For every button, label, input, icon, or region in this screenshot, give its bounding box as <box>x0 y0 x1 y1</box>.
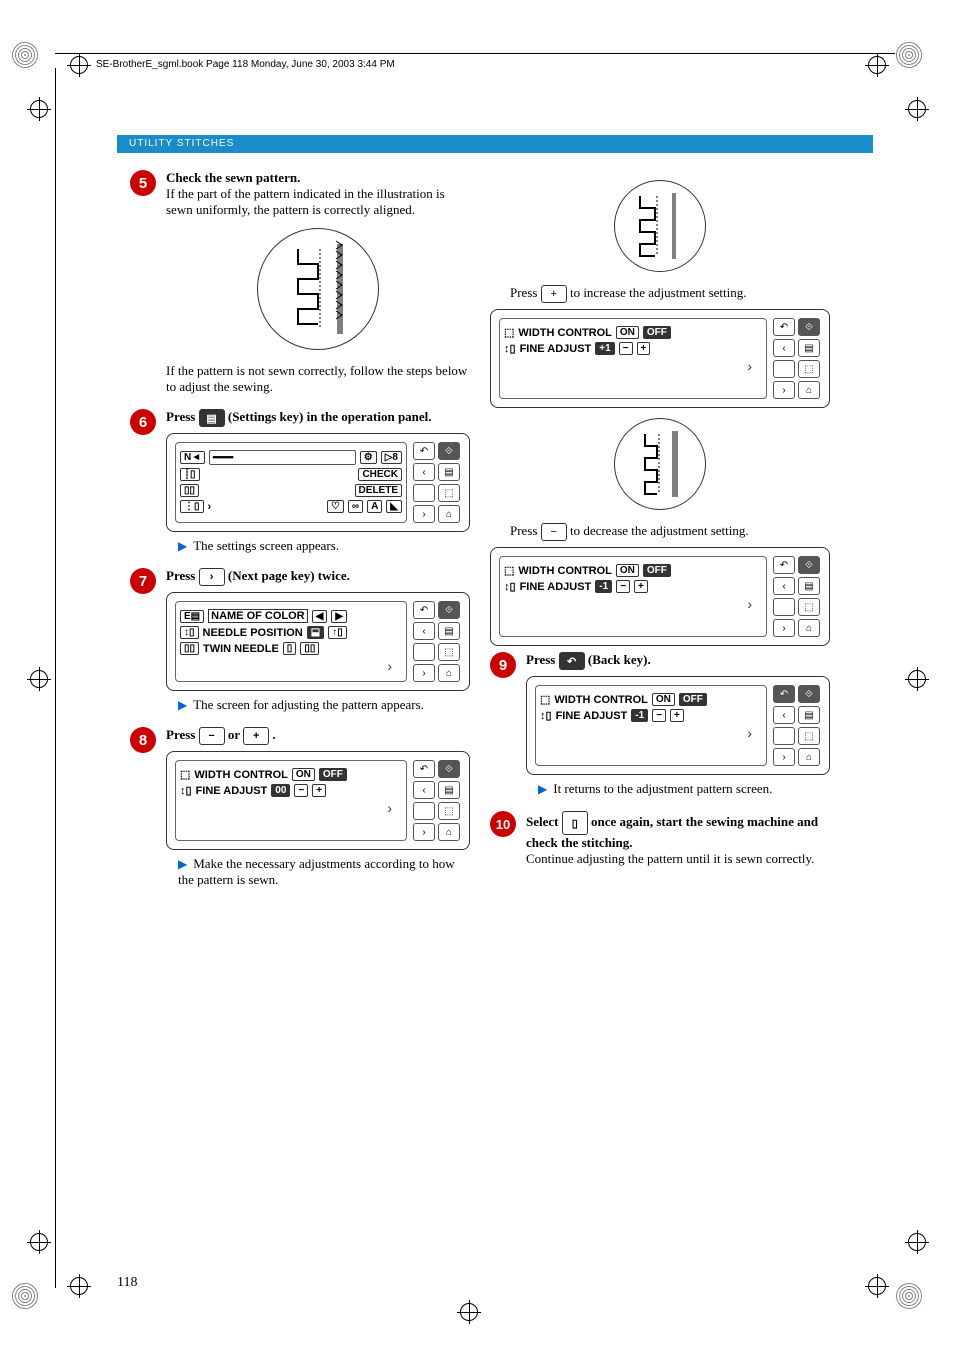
minus-key-icon: − <box>541 523 567 541</box>
step-6-result: ▶The settings screen appears. <box>166 538 470 554</box>
step-8-result: ▶Make the necessary adjustments accordin… <box>166 856 470 888</box>
reg-mark <box>460 1303 478 1321</box>
left-column: 5 Check the sewn pattern. If the part of… <box>130 170 470 902</box>
step-9: 9 Press ↶ (Back key). ⬚WIDTH CONTROLONOF… <box>490 652 830 797</box>
section-title-bar: UTILITY STITCHES <box>117 135 873 153</box>
step-7-panel: E▤NAME OF COLOR◀▶ ↕▯NEEDLE POSITION⬓↑▯ ▯… <box>166 592 470 691</box>
reg-mark <box>30 670 48 688</box>
step-10-title: Select ▯ once again, start the sewing ma… <box>526 814 818 850</box>
settings-key-icon: ▤ <box>199 409 225 427</box>
page: SE-BrotherE_sgml.book Page 118 Monday, J… <box>0 0 954 1351</box>
step-5-title: Check the sewn pattern. <box>166 170 300 185</box>
reg-mark <box>908 670 926 688</box>
step-number-10: 10 <box>490 811 516 837</box>
plus-key-icon: + <box>243 727 269 745</box>
corner-deco <box>894 40 924 70</box>
step-6: 6 Press ▤ (Settings key) in the operatio… <box>130 409 470 554</box>
step-7: 7 Press › (Next page key) twice. E▤NAME … <box>130 568 470 713</box>
step-number-8: 8 <box>130 727 156 753</box>
illus-increase <box>490 180 830 275</box>
reg-mark <box>70 56 88 74</box>
corner-deco <box>10 40 40 70</box>
step-6-panel: N◄━━━⚙▷8 ┊▯CHECK ▯▯DELETE ⋮▯›♡∞A◣ ↶⟐ ‹▤ … <box>166 433 470 532</box>
reg-mark <box>30 1233 48 1251</box>
step-6-title: Press ▤ (Settings key) in the operation … <box>166 409 432 424</box>
panel-plus: ⬚WIDTH CONTROLONOFF ↕▯FINE ADJUST+1−+ › … <box>490 309 830 408</box>
minus-key-icon: − <box>199 727 225 745</box>
next-page-key-icon: › <box>199 568 225 586</box>
pattern-select-icon: ▯ <box>562 811 588 835</box>
reg-mark <box>70 1277 88 1295</box>
step-10: 10 Select ▯ once again, start the sewing… <box>490 811 830 867</box>
step-7-result: ▶The screen for adjusting the pattern ap… <box>166 697 470 713</box>
frame-line <box>55 53 895 54</box>
frame-line <box>55 68 56 1288</box>
reg-mark <box>868 1277 886 1295</box>
corner-deco <box>10 1281 40 1311</box>
plus-key-icon: + <box>541 285 567 303</box>
reg-mark <box>868 56 886 74</box>
step-9-result: ▶It returns to the adjustment pattern sc… <box>526 781 830 797</box>
reg-mark <box>908 1233 926 1251</box>
reg-mark <box>908 100 926 118</box>
press-minus-text: Press − to decrease the adjustment setti… <box>490 523 830 541</box>
step-5: 5 Check the sewn pattern. If the part of… <box>130 170 470 395</box>
illus-decrease <box>490 418 830 513</box>
step-8-panel: ⬚WIDTH CONTROLONOFF ↕▯FINE ADJUST00−+ › … <box>166 751 470 850</box>
page-number: 118 <box>117 1275 137 1291</box>
reg-mark <box>30 100 48 118</box>
corner-deco <box>894 1281 924 1311</box>
step-number-7: 7 <box>130 568 156 594</box>
step-8-title: Press − or + . <box>166 727 276 742</box>
step-number-5: 5 <box>130 170 156 196</box>
step-5-body2: If the pattern is not sewn correctly, fo… <box>166 363 467 394</box>
step-9-title: Press ↶ (Back key). <box>526 652 651 667</box>
section-title: UTILITY STITCHES <box>129 138 234 149</box>
press-plus-text: Press + to increase the adjustment setti… <box>490 285 830 303</box>
step-9-panel: ⬚WIDTH CONTROLONOFF ↕▯FINE ADJUST-1−+ › … <box>526 676 830 775</box>
right-column: Press + to increase the adjustment setti… <box>490 170 830 881</box>
step-number-6: 6 <box>130 409 156 435</box>
step-7-title: Press › (Next page key) twice. <box>166 568 350 583</box>
step-10-body: Continue adjusting the pattern until it … <box>526 851 814 866</box>
panel-minus: ⬚WIDTH CONTROLONOFF ↕▯FINE ADJUST-1−+ › … <box>490 547 830 646</box>
book-header: SE-BrotherE_sgml.book Page 118 Monday, J… <box>96 59 395 70</box>
step-5-body: If the part of the pattern indicated in … <box>166 186 445 217</box>
step-8: 8 Press − or + . ⬚WIDTH CONTROLONOFF ↕▯F… <box>130 727 470 888</box>
step-5-illustration <box>166 228 470 353</box>
back-key-icon: ↶ <box>559 652 585 670</box>
step-number-9: 9 <box>490 652 516 678</box>
